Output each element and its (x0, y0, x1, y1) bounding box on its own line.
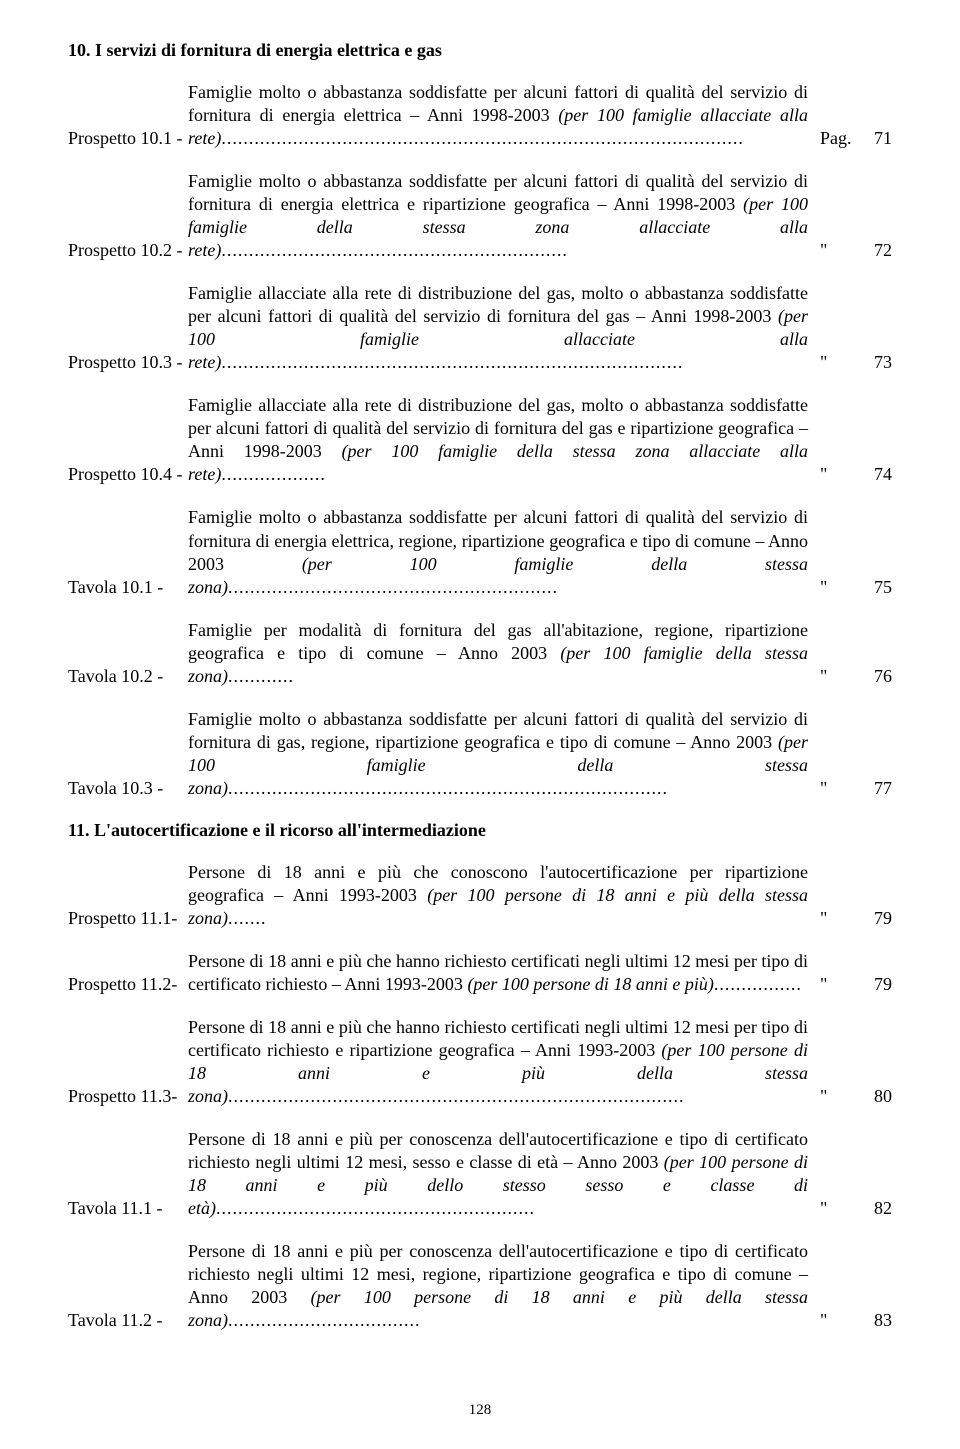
toc-entry: Tavola 10.1 -Famiglie molto o abbastanza… (68, 506, 892, 598)
toc-entry-label: Prospetto 10.4 - (68, 463, 188, 486)
toc-entry-page: "77 (808, 777, 892, 800)
toc-entry-page: "79 (808, 907, 892, 930)
section10-title: 10. I servizi di fornitura di energia el… (68, 40, 892, 61)
toc-entry: Tavola 11.2 -Persone di 18 anni e più pe… (68, 1240, 892, 1332)
toc-entry: Prospetto 10.4 -Famiglie allacciate alla… (68, 394, 892, 486)
toc-entry-label: Tavola 11.1 - (68, 1197, 188, 1220)
toc-entry-description: Famiglie molto o abbastanza soddisfatte … (188, 506, 808, 598)
toc-entry: Tavola 10.3 -Famiglie molto o abbastanza… (68, 708, 892, 800)
toc-entry: Tavola 10.2 -Famiglie per modalità di fo… (68, 619, 892, 688)
toc-entry-description: Famiglie molto o abbastanza soddisfatte … (188, 170, 808, 262)
toc-entry-label: Prospetto 11.1- (68, 907, 188, 930)
toc-entry: Tavola 11.1 -Persone di 18 anni e più pe… (68, 1128, 892, 1220)
toc-entry-page: "83 (808, 1309, 892, 1332)
toc-entry-label: Prospetto 10.1 - (68, 127, 188, 150)
toc-entry-label: Prospetto 10.2 - (68, 239, 188, 262)
toc-entry-description: Persone di 18 anni e più per conoscenza … (188, 1240, 808, 1332)
section11-title: 11. L'autocertificazione e il ricorso al… (68, 820, 892, 841)
toc-entry-description: Persone di 18 anni e più che hanno richi… (188, 950, 808, 996)
page-number: 128 (68, 1402, 892, 1419)
toc-entry-description: Persone di 18 anni e più che conoscono l… (188, 861, 808, 930)
toc-entry: Prospetto 10.2 -Famiglie molto o abbasta… (68, 170, 892, 262)
section11-list: Prospetto 11.1-Persone di 18 anni e più … (68, 861, 892, 1333)
toc-entry-description: Famiglie molto o abbastanza soddisfatte … (188, 81, 808, 150)
toc-entry-description: Persone di 18 anni e più che hanno richi… (188, 1016, 808, 1108)
toc-entry-page: "74 (808, 463, 892, 486)
toc-entry-label: Prospetto 11.2- (68, 973, 188, 996)
toc-entry-label: Tavola 10.2 - (68, 665, 188, 688)
page-content: 10. I servizi di fornitura di energia el… (0, 0, 960, 1449)
toc-entry-label: Prospetto 11.3- (68, 1085, 188, 1108)
toc-entry-label: Tavola 11.2 - (68, 1309, 188, 1332)
toc-entry-description: Famiglie allacciate alla rete di distrib… (188, 282, 808, 374)
toc-entry-page: "79 (808, 973, 892, 996)
toc-entry-page: "72 (808, 239, 892, 262)
toc-entry-description: Famiglie per modalità di fornitura del g… (188, 619, 808, 688)
toc-entry: Prospetto 11.3-Persone di 18 anni e più … (68, 1016, 892, 1108)
toc-entry-label: Prospetto 10.3 - (68, 351, 188, 374)
toc-entry-description: Famiglie molto o abbastanza soddisfatte … (188, 708, 808, 800)
toc-entry-label: Tavola 10.1 - (68, 576, 188, 599)
toc-entry: Prospetto 11.1-Persone di 18 anni e più … (68, 861, 892, 930)
toc-entry: Prospetto 10.3 -Famiglie allacciate alla… (68, 282, 892, 374)
toc-entry-page: "76 (808, 665, 892, 688)
section10-list: Prospetto 10.1 -Famiglie molto o abbasta… (68, 81, 892, 800)
toc-entry-page: "73 (808, 351, 892, 374)
toc-entry: Prospetto 11.2-Persone di 18 anni e più … (68, 950, 892, 996)
toc-entry-page: "82 (808, 1197, 892, 1220)
toc-entry-description: Persone di 18 anni e più per conoscenza … (188, 1128, 808, 1220)
toc-entry-label: Tavola 10.3 - (68, 777, 188, 800)
toc-entry-page: "80 (808, 1085, 892, 1108)
toc-entry-page: "75 (808, 576, 892, 599)
toc-entry-page: Pag.71 (808, 127, 892, 150)
toc-entry-description: Famiglie allacciate alla rete di distrib… (188, 394, 808, 486)
toc-entry: Prospetto 10.1 -Famiglie molto o abbasta… (68, 81, 892, 150)
